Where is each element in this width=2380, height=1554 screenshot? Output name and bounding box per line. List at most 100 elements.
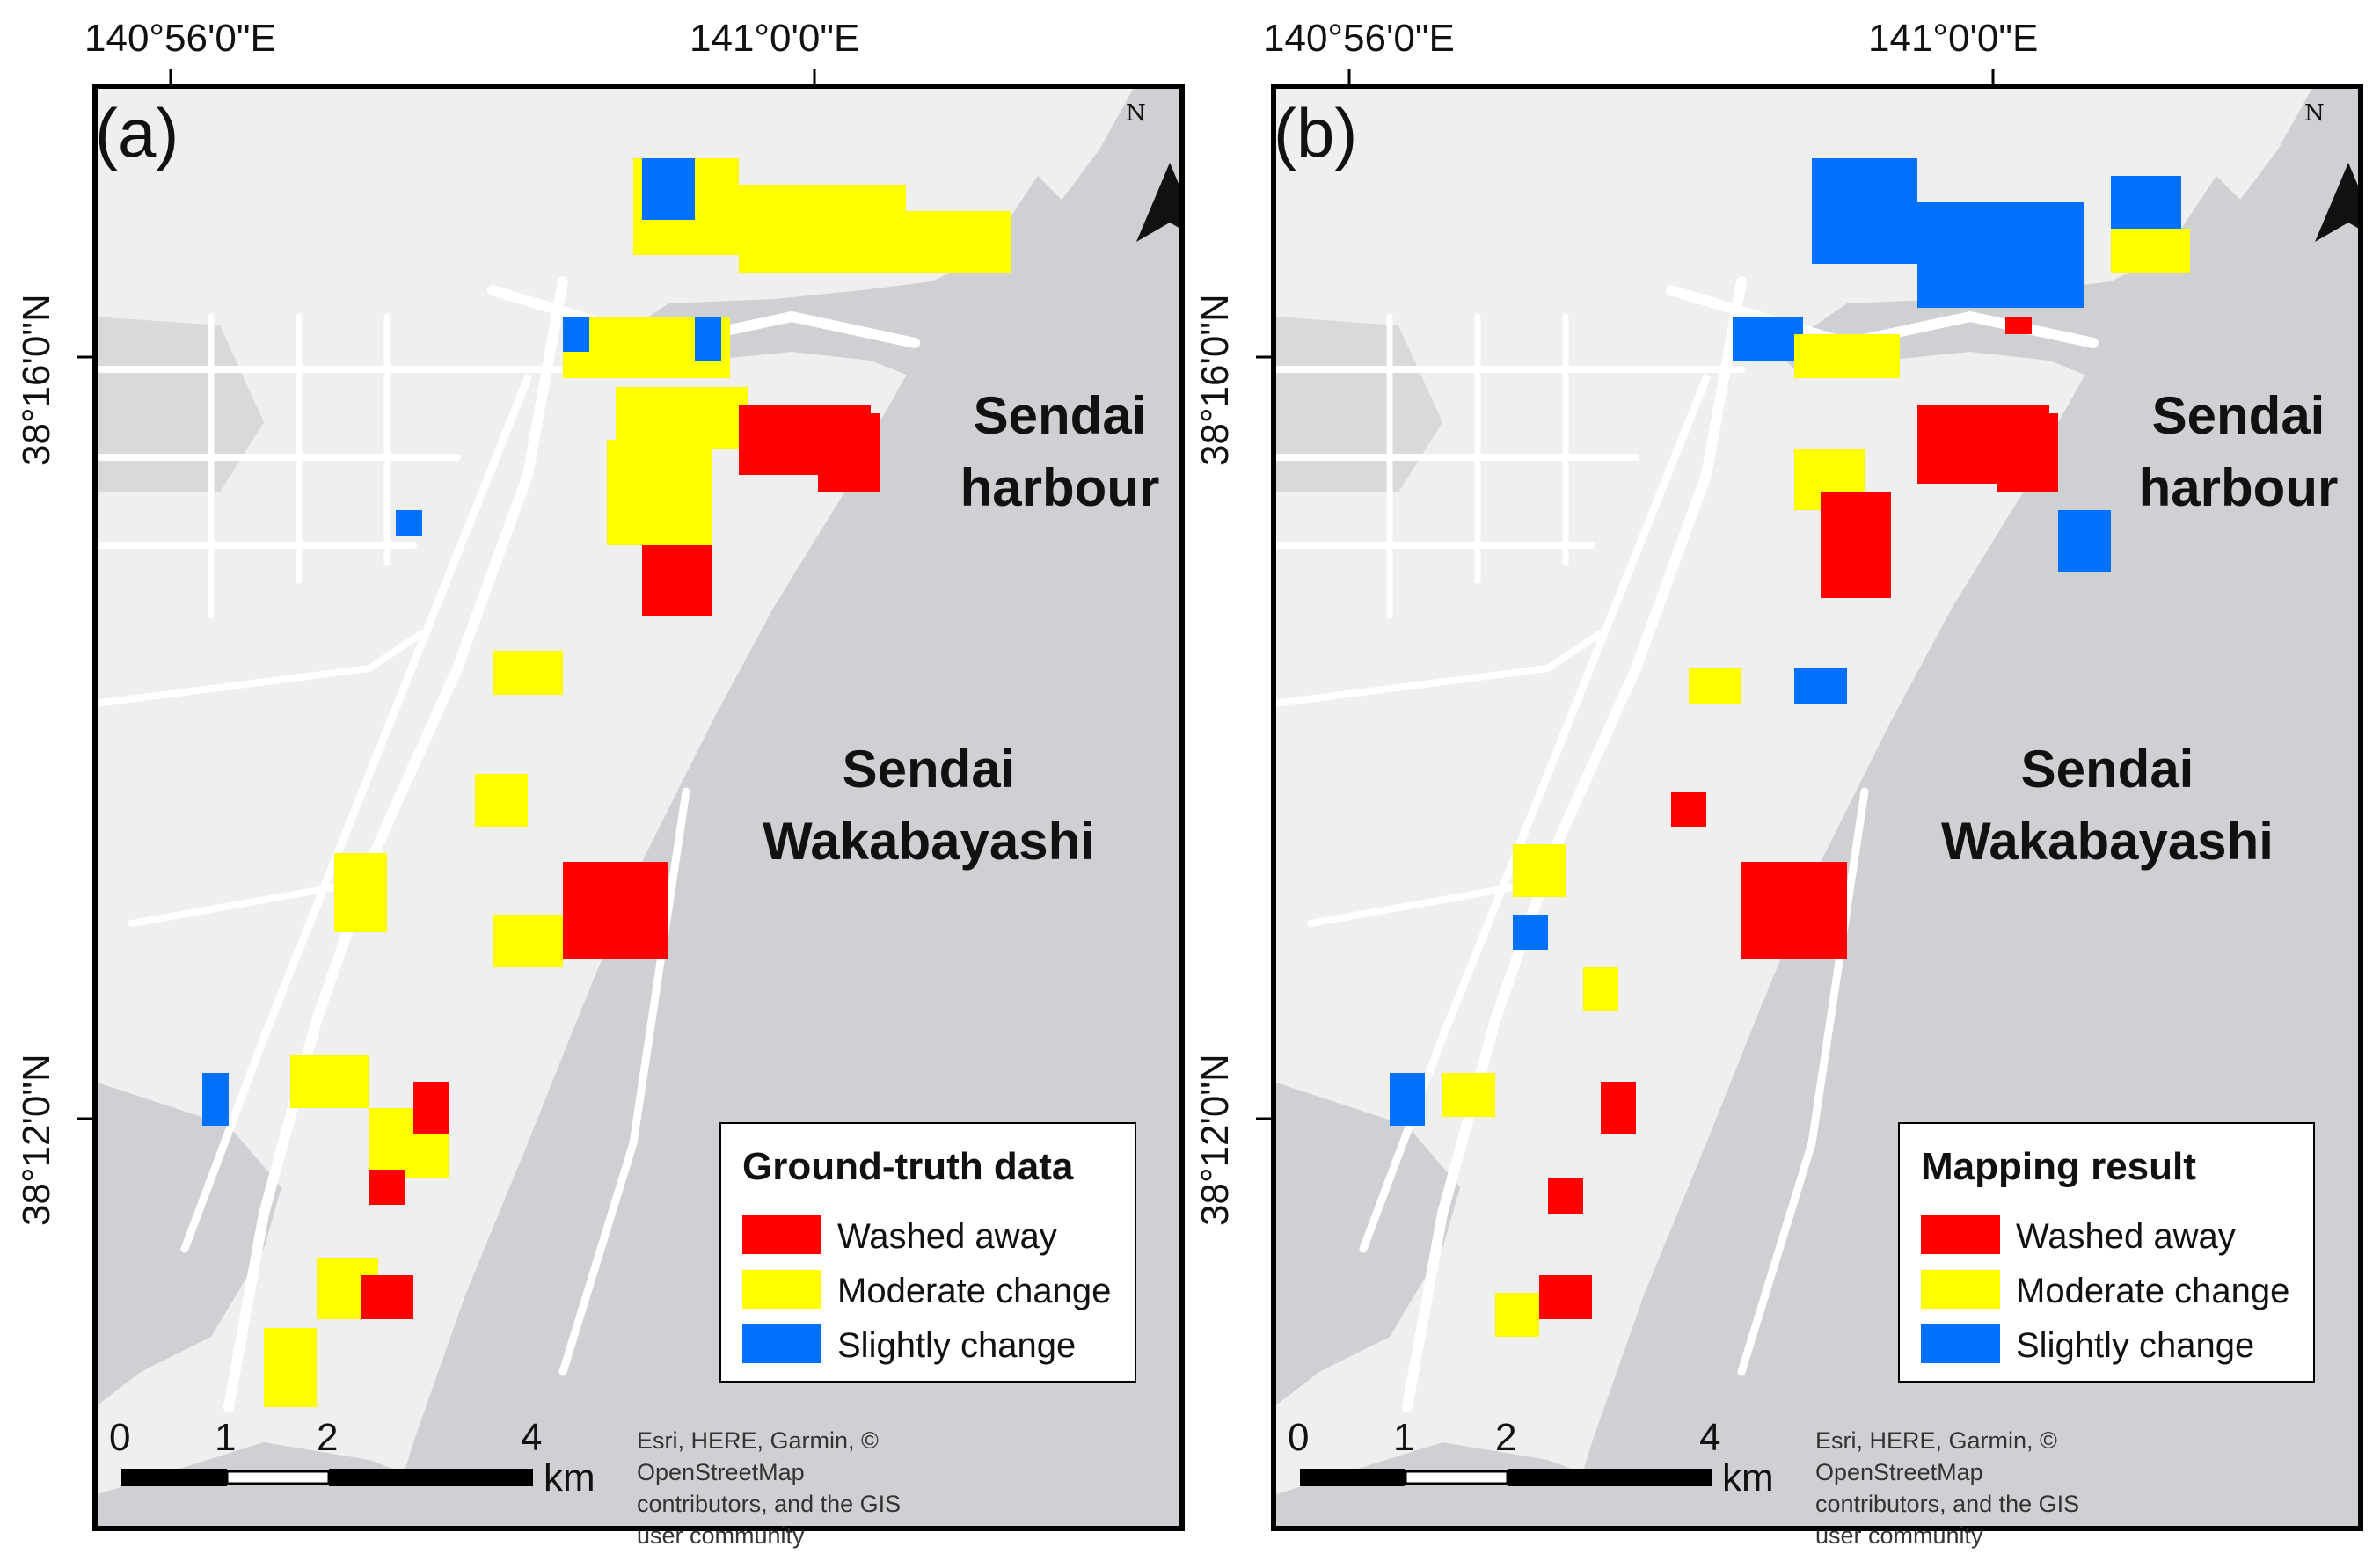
building-patch bbox=[1583, 967, 1618, 1011]
lon-label: 141°0'0"E bbox=[690, 17, 860, 60]
legend-item: Moderate change bbox=[1921, 1270, 2308, 1310]
building-patch bbox=[1390, 1073, 1425, 1126]
building-patch bbox=[563, 317, 589, 352]
place-line: harbour bbox=[2138, 458, 2339, 517]
scalebar-tick: 1 bbox=[215, 1416, 237, 1459]
building-patch bbox=[1513, 915, 1548, 950]
building-patch bbox=[493, 651, 563, 695]
legend-item: Washed away bbox=[742, 1215, 1129, 1256]
scalebar-tick: 4 bbox=[1699, 1416, 1721, 1459]
north-arrow-icon bbox=[1136, 163, 1182, 242]
legend-swatch-washed-away bbox=[1921, 1215, 2000, 1254]
class-moderate-change bbox=[1442, 229, 2190, 1337]
wetland bbox=[95, 317, 264, 492]
building-patch bbox=[818, 413, 880, 492]
building-patch bbox=[334, 853, 387, 932]
scalebar-bar bbox=[121, 1469, 533, 1486]
map-attribution: Esri, HERE, Garmin, © OpenStreetMap cont… bbox=[1815, 1427, 2080, 1549]
scalebar-unit: km bbox=[544, 1456, 595, 1499]
building-patch bbox=[1812, 158, 1917, 264]
building-patch bbox=[695, 317, 721, 361]
place-label-wakabayashi: Sendai Wakabayashi bbox=[1914, 733, 2301, 878]
north-arrow-icon bbox=[2315, 163, 2361, 242]
place-line: Sendai bbox=[973, 386, 1147, 445]
building-patch bbox=[202, 1073, 229, 1126]
legend-item: Washed away bbox=[1921, 1215, 2308, 1256]
road-network bbox=[95, 276, 920, 1412]
scalebar-tick: 2 bbox=[317, 1416, 339, 1459]
lat-label: 38°12'0"N bbox=[1194, 1054, 1237, 1226]
lat-label: 38°16'0"N bbox=[15, 294, 58, 466]
scalebar-tick: 4 bbox=[521, 1416, 543, 1459]
building-patch bbox=[739, 185, 906, 273]
legend-swatch-moderate-change bbox=[742, 1270, 821, 1309]
panel-a: 140°56'0"E 141°0'0"E 38°16'0"N 38°12'0"N… bbox=[15, 17, 1185, 1549]
place-line: Sendai bbox=[2020, 740, 2194, 799]
lon-label: 141°0'0"E bbox=[1868, 17, 2039, 60]
building-patch bbox=[2111, 229, 2190, 273]
building-patch bbox=[1671, 792, 1706, 827]
damage-zones bbox=[1390, 158, 2190, 1337]
legend-item: Slightly change bbox=[742, 1324, 1129, 1365]
class-washed-away bbox=[1539, 317, 2058, 1319]
building-patch bbox=[2111, 176, 2181, 229]
building-patch bbox=[1917, 202, 2084, 308]
building-patch bbox=[493, 915, 563, 967]
building-patch bbox=[290, 1055, 369, 1108]
legend-label: Moderate change bbox=[837, 1272, 1112, 1310]
building-patch bbox=[1997, 413, 2058, 492]
place-line: harbour bbox=[960, 458, 1160, 517]
building-patch bbox=[2005, 317, 2032, 334]
scalebar-bar bbox=[1300, 1469, 1712, 1486]
lat-label: 38°16'0"N bbox=[1194, 294, 1237, 466]
scalebar-tick: 0 bbox=[1288, 1416, 1310, 1459]
lat-label: 38°12'0"N bbox=[15, 1054, 58, 1226]
building-patch bbox=[2058, 510, 2111, 572]
building-patch bbox=[361, 1275, 413, 1319]
building-patch bbox=[1539, 1275, 1592, 1319]
building-patch bbox=[475, 774, 528, 827]
place-line: Sendai bbox=[842, 740, 1016, 799]
lon-label: 140°56'0"E bbox=[1263, 17, 1455, 60]
legend-swatch-slightly-change bbox=[1921, 1324, 2000, 1363]
legend: Mapping result Washed away Moderate chan… bbox=[1898, 1122, 2315, 1383]
map-frame bbox=[92, 84, 1185, 1531]
map-attribution: Esri, HERE, Garmin, © OpenStreetMap cont… bbox=[637, 1427, 902, 1549]
building-patch bbox=[1495, 1293, 1539, 1337]
building-patch bbox=[1442, 1073, 1495, 1117]
place-label-wakabayashi: Sendai Wakabayashi bbox=[735, 733, 1122, 878]
scalebar-unit: km bbox=[1722, 1456, 1774, 1499]
place-line: Wakabayashi bbox=[763, 812, 1095, 871]
lon-label: 140°56'0"E bbox=[84, 17, 276, 60]
building-patch bbox=[642, 545, 712, 616]
legend-swatch-washed-away bbox=[742, 1215, 821, 1254]
building-patch bbox=[264, 1328, 317, 1407]
scalebar-tick: 1 bbox=[1393, 1416, 1415, 1459]
class-slightly-change bbox=[1390, 158, 2181, 1126]
panel-letter: (a) bbox=[95, 94, 179, 171]
building-patch bbox=[1821, 492, 1891, 598]
place-line: Sendai bbox=[2151, 386, 2325, 445]
legend-label: Slightly change bbox=[837, 1326, 1077, 1365]
class-washed-away bbox=[361, 405, 880, 1319]
building-patch bbox=[369, 1170, 405, 1205]
panel-letter: (b) bbox=[1274, 94, 1358, 171]
legend-title: Mapping result bbox=[1921, 1145, 2196, 1188]
legend-item: Moderate change bbox=[742, 1270, 1129, 1310]
building-patch bbox=[1733, 317, 1803, 361]
legend-item: Slightly change bbox=[1921, 1324, 2308, 1365]
building-patch bbox=[563, 862, 668, 959]
building-patch bbox=[616, 387, 748, 449]
place-line: Wakabayashi bbox=[1941, 812, 2274, 871]
legend-label: Moderate change bbox=[2016, 1272, 2290, 1310]
panel-b: 140°56'0"E 141°0'0"E 38°16'0"N 38°12'0"N… bbox=[1179, 0, 2369, 1554]
river-estuary bbox=[95, 1442, 440, 1528]
north-label: N bbox=[1126, 100, 1146, 127]
building-patch bbox=[1794, 668, 1847, 704]
building-patch bbox=[413, 1082, 449, 1134]
building-patch bbox=[607, 440, 712, 545]
legend: Ground-truth data Washed away Moderate c… bbox=[719, 1122, 1136, 1383]
scalebar-tick: 0 bbox=[109, 1416, 131, 1459]
north-label: N bbox=[2304, 100, 2325, 127]
